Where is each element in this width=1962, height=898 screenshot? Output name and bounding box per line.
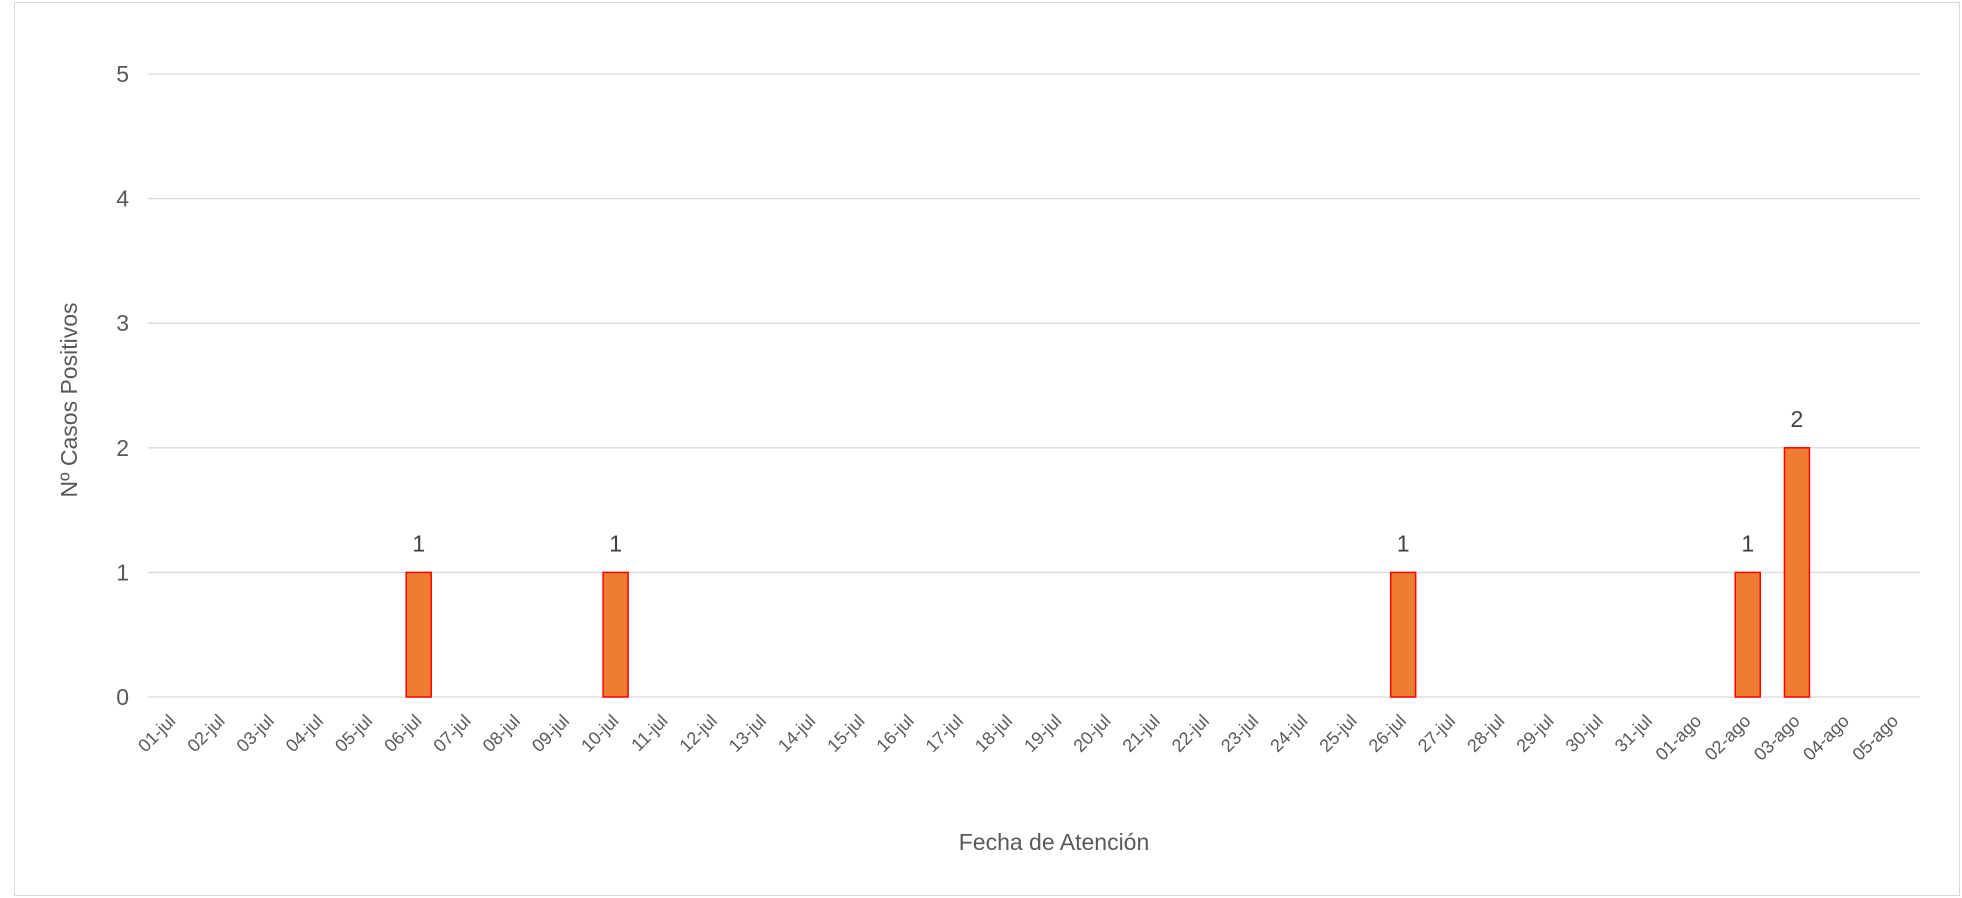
data-label: 1 <box>412 530 425 556</box>
data-label: 2 <box>1791 406 1804 432</box>
x-tick-label: 31-jul <box>1611 711 1656 756</box>
x-tick-label: 02-jul <box>183 711 228 756</box>
grid-layer <box>148 73 1920 698</box>
x-tick-label: 29-jul <box>1512 711 1557 756</box>
x-axis-ticks: 01-jul 02-jul 03-jul 04-jul 05-jul 06-jul 07-j… <box>134 711 1902 765</box>
x-tick-label: 13-jul <box>725 711 770 756</box>
x-tick-label: 19-jul <box>1020 711 1065 756</box>
y-tick-label: 4 <box>116 186 129 212</box>
data-labels: 1 1 1 1 2 <box>412 406 1803 557</box>
x-tick-label: 01-jul <box>134 711 179 756</box>
y-tick-label: 5 <box>116 61 129 87</box>
x-tick-label: 17-jul <box>922 711 967 756</box>
x-tick-label: 10-jul <box>577 711 622 756</box>
bar-26-jul <box>1389 571 1417 698</box>
data-label: 1 <box>1397 530 1410 556</box>
x-tick-label: 23-jul <box>1217 711 1262 756</box>
bar-03-ago <box>1783 447 1811 698</box>
x-tick-label: 05-jul <box>331 711 376 756</box>
x-tick-label: 11-jul <box>627 711 671 755</box>
chart-frame <box>14 2 1960 896</box>
x-tick-label: 16-jul <box>872 711 917 756</box>
x-tick-label: 27-jul <box>1414 711 1459 756</box>
x-tick-label: 04-jul <box>282 711 327 756</box>
x-tick-label: 25-jul <box>1315 711 1360 756</box>
bar-02-ago <box>1734 571 1761 698</box>
x-tick-label: 12-jul <box>676 711 721 756</box>
x-tick-label: 05-ago <box>1848 711 1902 765</box>
x-tick-label: 20-jul <box>1069 711 1114 756</box>
x-tick-label: 22-jul <box>1168 711 1213 756</box>
y-axis-ticks: 0 1 2 3 4 5 <box>116 61 129 710</box>
x-axis-title: Fecha de Atención <box>959 829 1150 855</box>
x-tick-label: 08-jul <box>479 711 524 756</box>
x-tick-label: 09-jul <box>528 711 573 756</box>
x-tick-label: 14-jul <box>774 711 819 756</box>
x-tick-label: 06-jul <box>380 711 425 756</box>
x-tick-label: 26-jul <box>1365 711 1410 756</box>
x-tick-label: 01-ago <box>1652 711 1706 765</box>
y-tick-label: 2 <box>116 435 129 461</box>
x-tick-label: 18-jul <box>971 711 1016 756</box>
bars <box>405 447 1811 698</box>
x-tick-label: 15-jul <box>823 711 868 756</box>
y-tick-label: 3 <box>116 310 129 336</box>
y-tick-label: 0 <box>116 684 129 710</box>
x-tick-label: 04-ago <box>1799 711 1853 765</box>
x-tick-label: 07-jul <box>429 711 474 756</box>
bar-06-jul <box>405 571 432 698</box>
data-label: 1 <box>1741 530 1754 556</box>
x-tick-label: 03-ago <box>1750 711 1804 765</box>
x-tick-label: 02-ago <box>1701 711 1755 765</box>
x-tick-label: 21-jul <box>1119 711 1164 756</box>
y-axis-title: Nº Casos Positivos <box>56 302 82 497</box>
x-tick-label: 30-jul <box>1562 711 1607 756</box>
data-label: 1 <box>609 530 622 556</box>
bar-10-jul <box>602 571 629 698</box>
x-tick-label: 24-jul <box>1266 711 1311 756</box>
x-tick-label: 28-jul <box>1463 711 1508 756</box>
x-tick-label: 03-jul <box>233 711 278 756</box>
y-tick-label: 1 <box>116 559 129 585</box>
